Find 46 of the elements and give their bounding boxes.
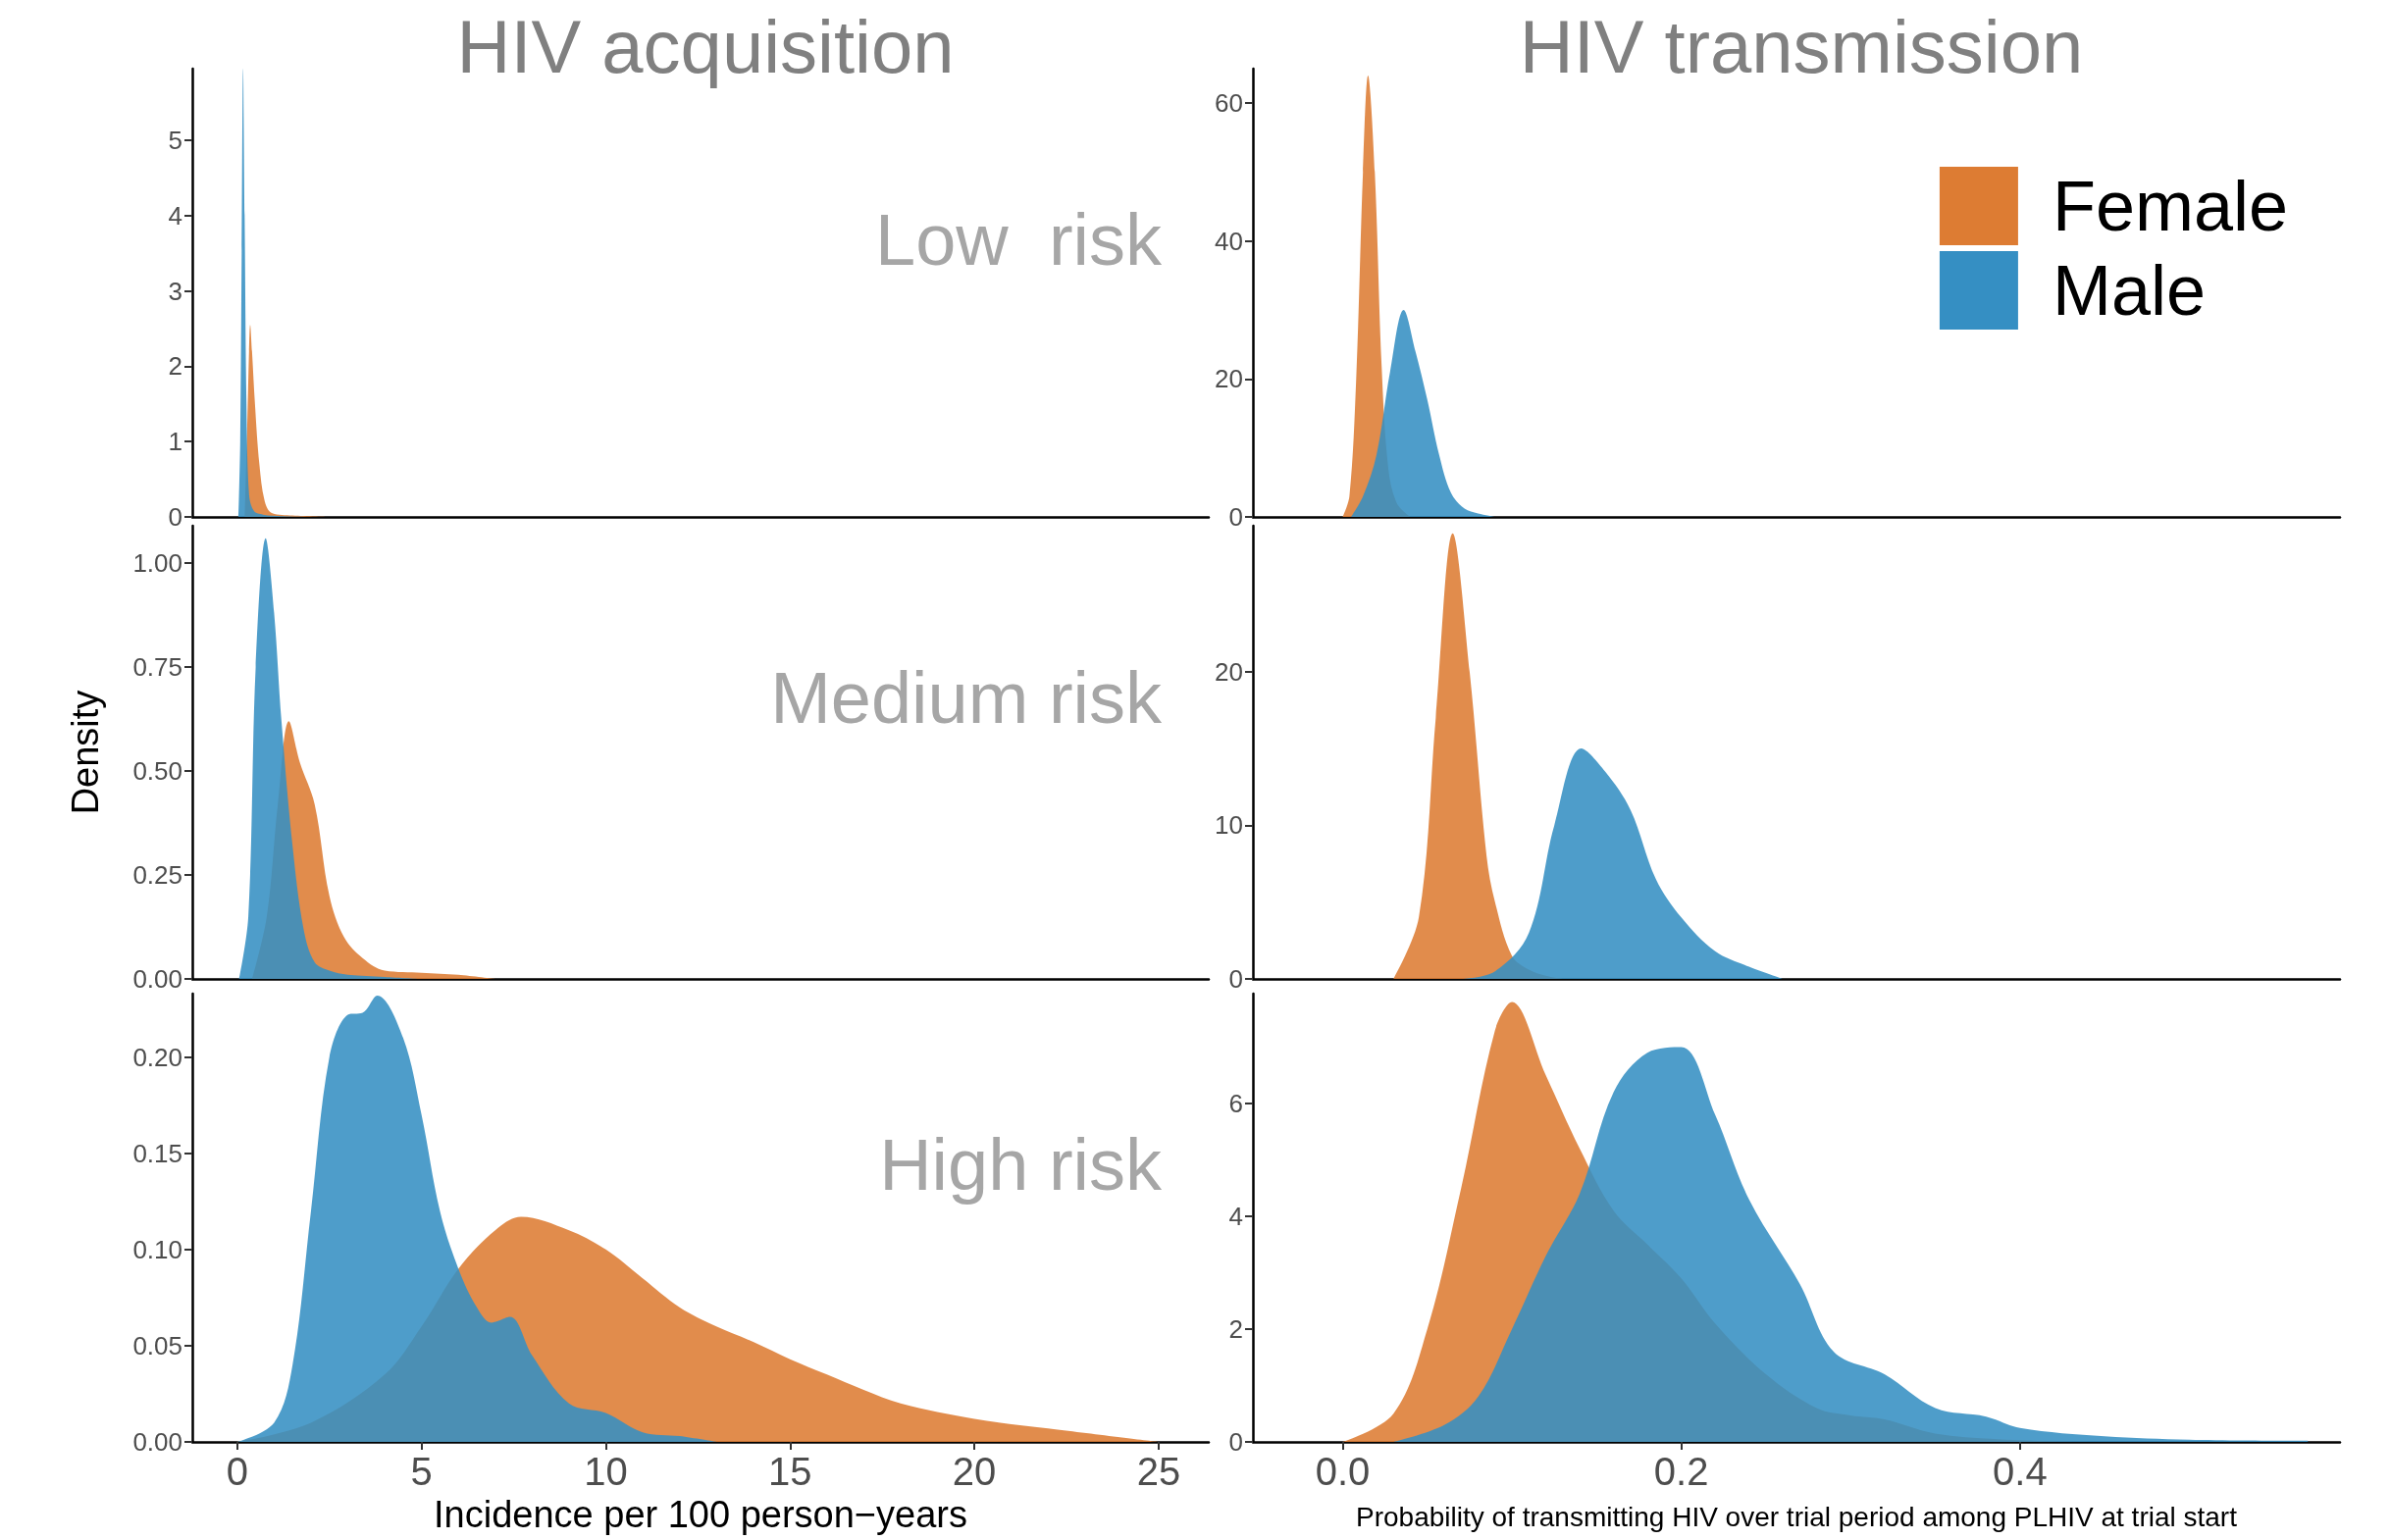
legend-label: Female [2052,167,2289,245]
y-tick-label: 2 [1228,1314,1243,1345]
y-tick-label: 0.00 [132,1427,182,1457]
y-tick-label: 4 [168,200,182,231]
y-tick-label: 0.05 [132,1330,182,1360]
y-tick-label: 0 [1228,1427,1243,1457]
annotation: High risk [879,1123,1163,1206]
x-tick-label: 25 [1136,1450,1181,1493]
y-tick-label: 0.50 [132,756,182,787]
y-tick-label: 20 [1215,656,1243,687]
y-tick-label: 10 [1215,810,1243,841]
x-axis-title: Probability of transmitting HIV over trial period among PLHIV at trial start [1356,1501,2238,1532]
x-tick-label: 10 [584,1450,628,1493]
y-tick-label: 0.25 [132,860,182,891]
y-tick-label: 3 [168,276,182,306]
chart-title: HIV transmission [1519,4,2084,88]
y-tick-label: 0 [1228,502,1243,532]
y-tick-label: 5 [168,125,182,155]
y-tick-label: 6 [1228,1089,1243,1119]
y-tick-label: 60 [1215,88,1243,119]
annotation: Low risk [875,198,1163,281]
y-tick-label: 1.00 [132,548,182,579]
y-tick-label: 0 [1228,964,1243,994]
legend-label: Male [2052,251,2206,330]
y-tick-label: 1 [168,427,182,457]
y-tick-label: 0.15 [132,1138,182,1168]
y-tick-label: 40 [1215,226,1243,256]
y-tick-label: 0.00 [132,964,182,994]
x-tick-label: 0.4 [1993,1450,2048,1493]
y-tick-label: 20 [1215,364,1243,394]
y-tick-label: 4 [1228,1202,1243,1232]
x-tick-label: 0 [226,1450,248,1493]
chart-title: HIV acquisition [456,4,955,88]
y-axis-title: Density [65,690,106,815]
y-tick-label: 0 [168,502,182,532]
x-tick-label: 0.0 [1315,1450,1371,1493]
y-tick-label: 0.75 [132,652,182,683]
annotation: Medium risk [770,657,1163,740]
x-tick-label: 0.2 [1653,1450,1709,1493]
y-tick-label: 2 [168,351,182,382]
x-axis-title: Incidence per 100 person−years [434,1494,967,1535]
x-tick-label: 20 [952,1450,997,1493]
y-tick-label: 0.20 [132,1042,182,1072]
y-tick-label: 0.10 [132,1234,182,1264]
x-tick-label: 15 [768,1450,812,1493]
x-tick-label: 5 [410,1450,433,1493]
